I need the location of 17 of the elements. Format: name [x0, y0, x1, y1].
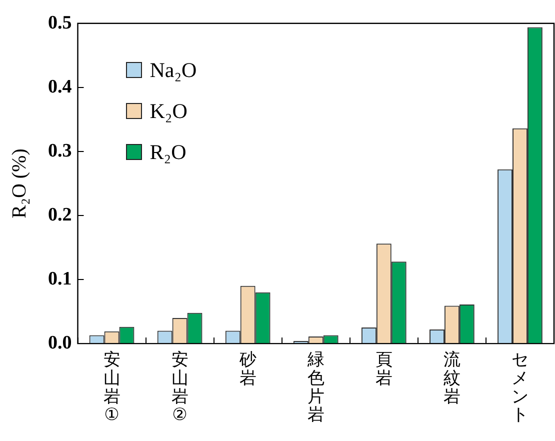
- x-tick-label: 砂岩: [238, 350, 256, 389]
- x-tick-label: セメント: [511, 350, 528, 426]
- legend-label: Na₂O: [150, 58, 197, 83]
- y-tick-label: 0.0: [48, 332, 72, 354]
- y-tick-label: 0.2: [48, 204, 72, 226]
- legend-label: R₂O: [150, 140, 186, 165]
- legend-label: K₂O: [150, 98, 188, 124]
- x-tick-label: 緑色片岩: [306, 350, 324, 426]
- y-tick-label: 0.5: [48, 12, 72, 34]
- x-tick-label: 頁岩: [375, 350, 392, 389]
- y-axis-title: R₂O (%): [8, 148, 30, 218]
- x-tick-label: 安山岩②: [171, 350, 188, 426]
- y-tick-label: 0.1: [48, 268, 72, 290]
- x-tick-label: 流紋岩: [443, 350, 460, 407]
- y-tick-label: 0.3: [48, 140, 72, 162]
- x-tick-label: 安山岩①: [103, 350, 120, 426]
- y-tick-label: 0.4: [48, 76, 72, 98]
